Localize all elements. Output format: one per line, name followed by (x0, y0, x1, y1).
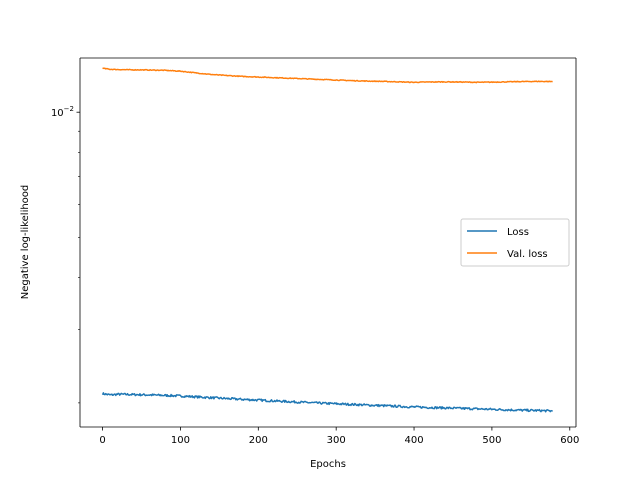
series-layer (101, 67, 553, 413)
x-tick-label: 300 (327, 435, 346, 446)
x-tick-label: 0 (99, 435, 105, 446)
legend-label-val-loss: Val. loss (507, 249, 548, 260)
legend-label-loss: Loss (507, 227, 529, 238)
axes-frame (79, 57, 577, 428)
x-tick-label: 500 (482, 435, 501, 446)
legend: Loss Val. loss (460, 218, 570, 267)
y-tick-label: 10−2 (51, 105, 74, 119)
x-tick-label: 400 (404, 435, 423, 446)
x-axis-label: Epochs (310, 459, 346, 470)
x-tick-label: 100 (171, 435, 190, 446)
series-line-loss (101, 392, 553, 413)
y-axis-ticks: 10−2 (51, 105, 80, 404)
series-line-val_loss (102, 67, 553, 84)
x-axis-ticks: 0 100 200 300 400 500 600 (99, 427, 579, 446)
x-tick-label: 200 (249, 435, 268, 446)
y-axis-label: Negative log-likelihood (20, 185, 31, 300)
x-tick-label: 600 (560, 435, 579, 446)
